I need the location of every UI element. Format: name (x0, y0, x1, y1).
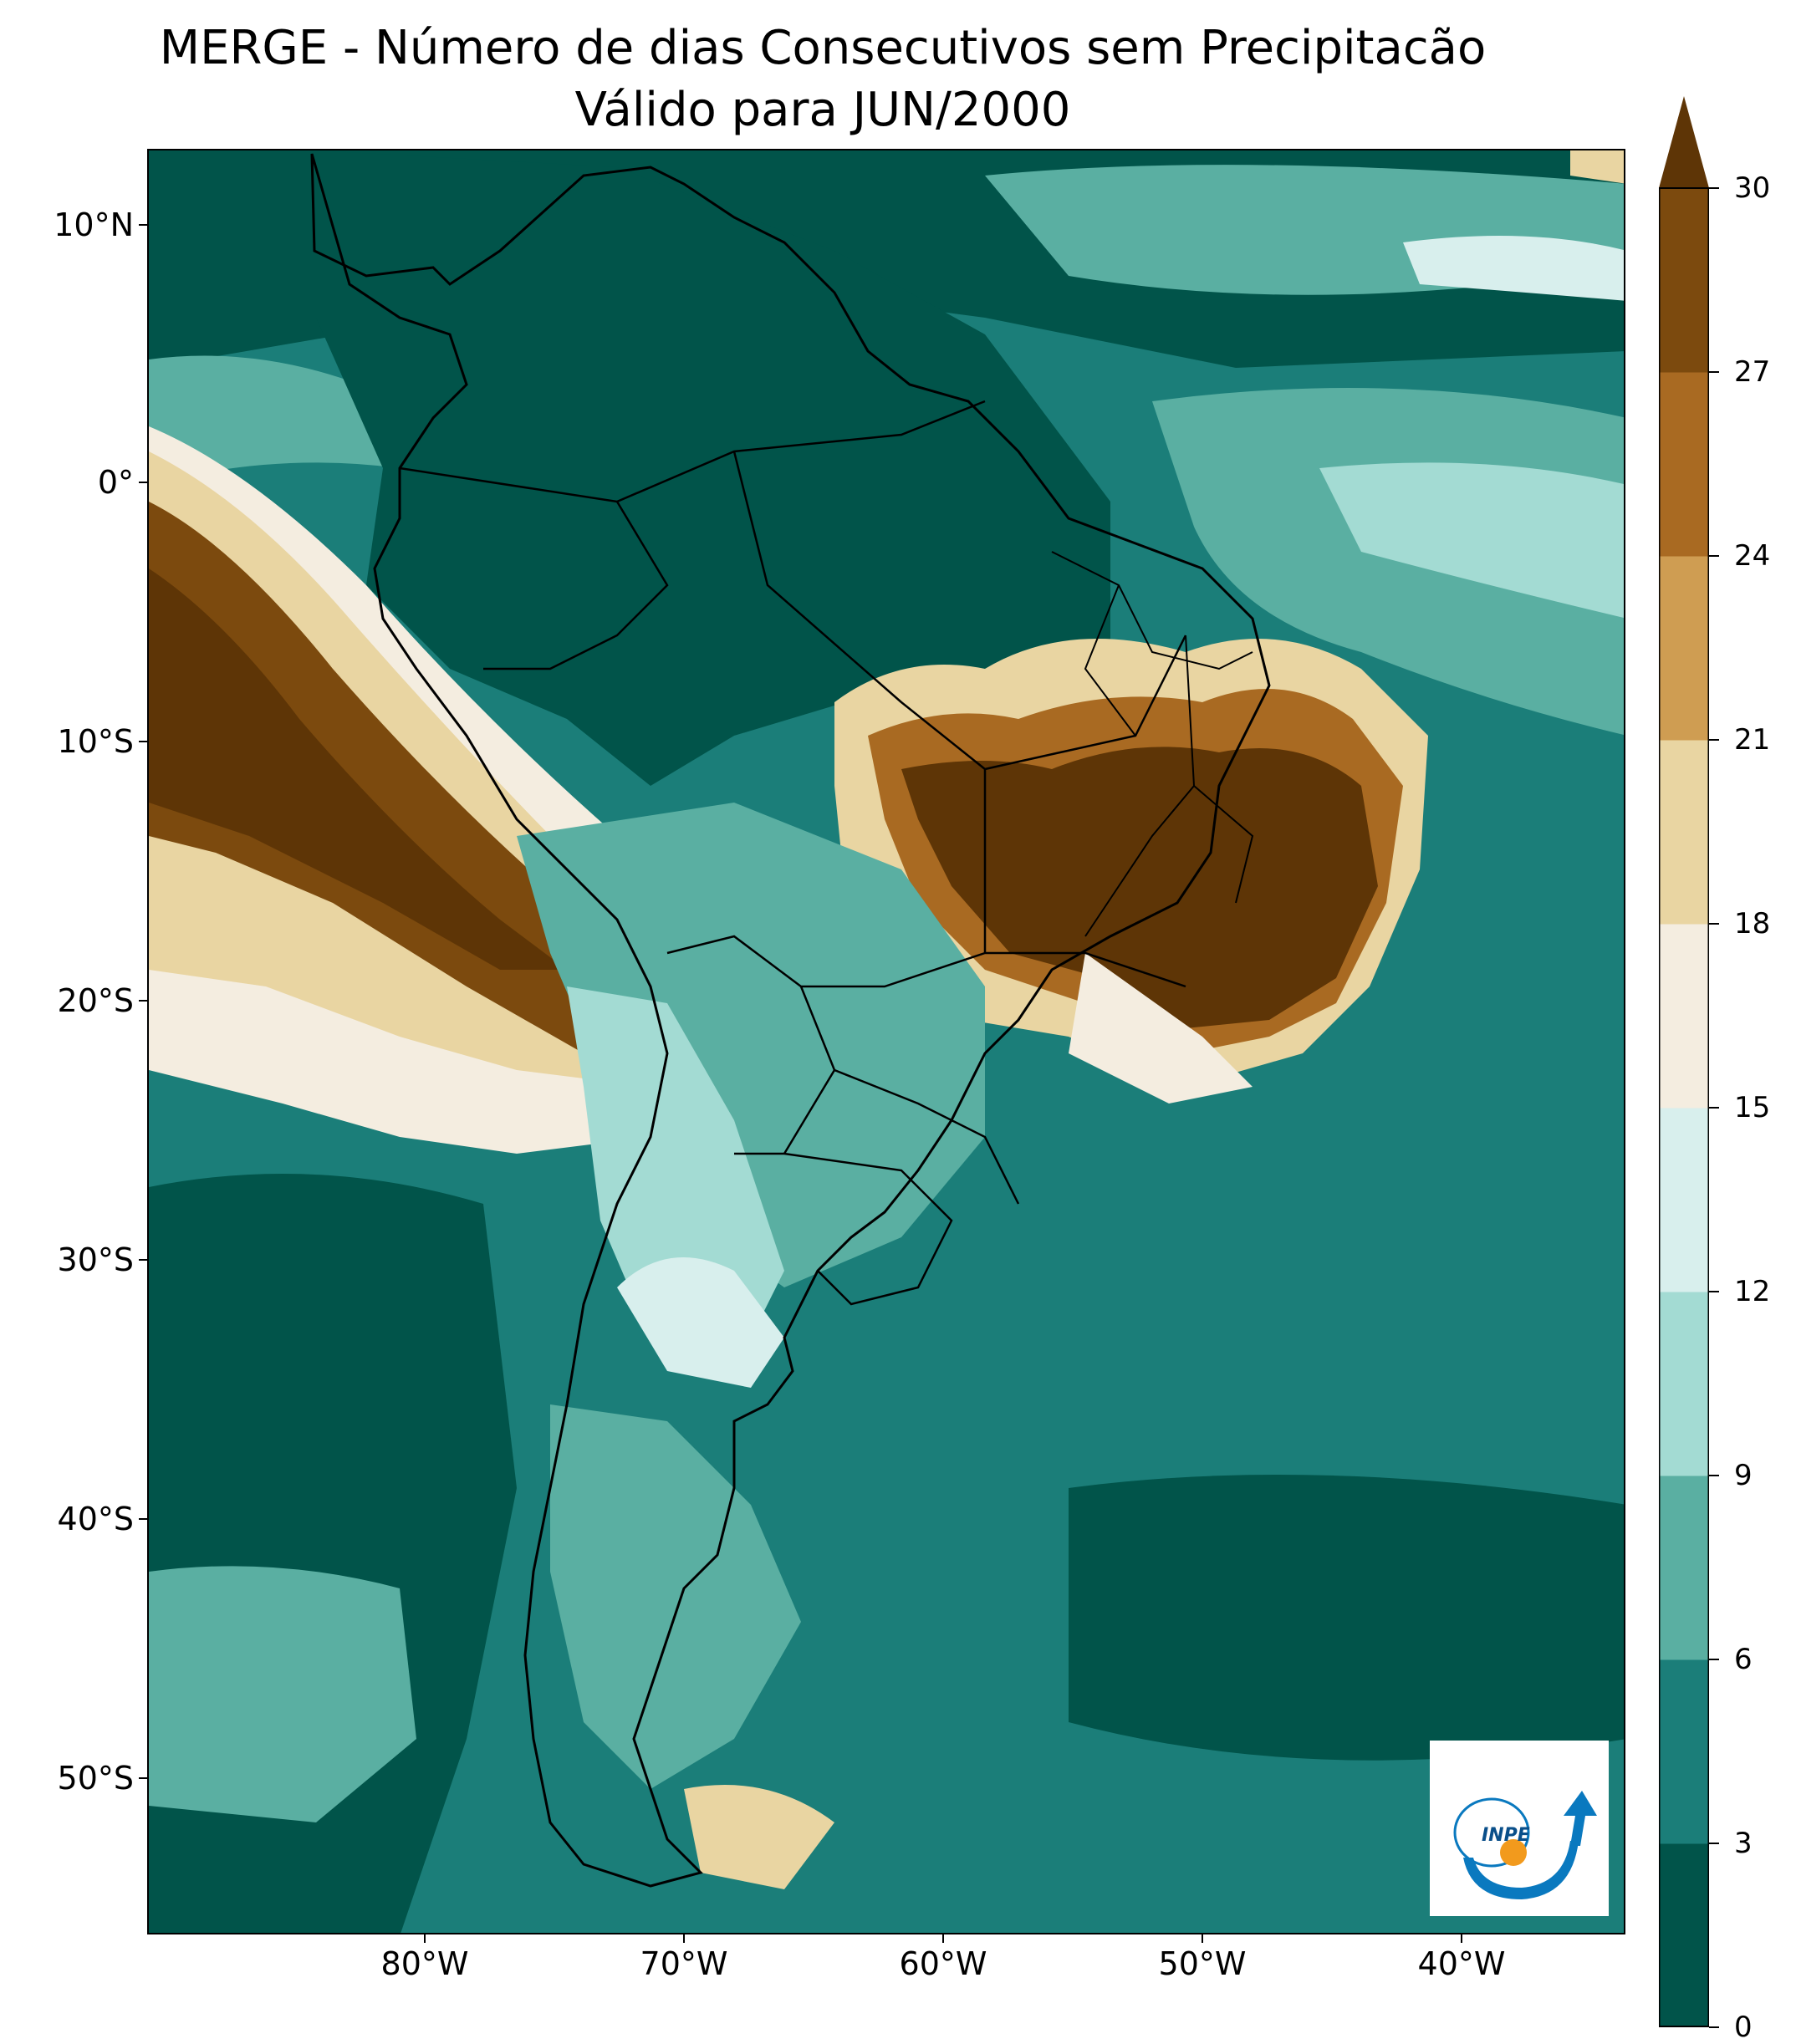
map-title-line1: MERGE - Número de dias Consecutivos sem … (159, 21, 1487, 75)
lat-tick (139, 1777, 147, 1779)
precipitation-map (149, 150, 1624, 1933)
state-borders (1051, 551, 1254, 937)
colorbar-tick-label: 9 (1734, 1459, 1753, 1492)
lat-label: 20°S (57, 982, 134, 1019)
lat-label: 50°S (57, 1760, 134, 1797)
lat-tick (139, 1259, 147, 1261)
colorbar-tick (1709, 555, 1719, 557)
logo-swoosh-icon (1463, 1841, 1579, 1899)
colorbar-tick-label: 3 (1734, 1827, 1753, 1860)
north-light-band (1403, 236, 1624, 301)
pacific-brown-band (149, 502, 651, 1053)
map-panel (147, 149, 1625, 1934)
lat-tick (139, 1518, 147, 1520)
colorbar-segment (1659, 1292, 1709, 1476)
lat-tick (139, 1000, 147, 1002)
logo-arrow-icon (1564, 1791, 1597, 1846)
north-corner-tan (1570, 150, 1624, 184)
colorbar-tick-label: 12 (1734, 1275, 1771, 1308)
logo-text: INPE (1482, 1825, 1530, 1846)
lon-tick (683, 1934, 685, 1943)
colorbar-tick-label: 21 (1734, 723, 1771, 757)
colorbar-tick (1709, 923, 1719, 925)
colorbar-segment (1659, 372, 1709, 557)
lon-label: 70°W (640, 1945, 728, 1982)
lat-label: 0° (97, 464, 134, 501)
colorbar-tick (1709, 371, 1719, 373)
colorbar-segment (1659, 1659, 1709, 1844)
inpe-logo: INPE (1430, 1741, 1609, 1916)
pampas-whitish-region (617, 1257, 784, 1388)
south-pacific-light-patch (149, 1566, 416, 1822)
lat-label: 10°S (57, 723, 134, 760)
colorbar-segment (1659, 1476, 1709, 1660)
south-atlantic-dark (1069, 1475, 1624, 1761)
southeast-cream-patch (1069, 953, 1253, 1104)
colorbar-tick (1709, 1659, 1719, 1660)
tierra-del-fuego-tan (684, 1785, 834, 1889)
colorbar-tick (1709, 2026, 1719, 2028)
lon-label: 60°W (899, 1945, 987, 1982)
colorbar-tick (1709, 1475, 1719, 1476)
colorbar-segment (1659, 1843, 1709, 2027)
colorbar (1659, 96, 1709, 2027)
colorbar-tick (1709, 187, 1719, 189)
colorbar-tick-label: 15 (1734, 1091, 1771, 1124)
colorbar-tick-label: 18 (1734, 907, 1771, 940)
central-brazil-dark-core (901, 747, 1378, 1028)
colorbar-tick (1709, 739, 1719, 741)
atlantic-pale-region (1319, 462, 1624, 619)
lon-tick (1202, 1934, 1203, 1943)
lon-tick (424, 1934, 426, 1943)
lat-tick (139, 482, 147, 483)
colorbar-tick-label: 24 (1734, 539, 1771, 573)
amazon-dark-region (316, 150, 1110, 786)
south-america-outline (310, 153, 1271, 1888)
colorbar-tick-label: 27 (1734, 355, 1771, 389)
colorbar-segment (1659, 924, 1709, 1109)
pacific-north-light (149, 355, 400, 485)
logo-orbit-icon (1453, 1797, 1530, 1868)
colorbar-tick-label: 0 (1734, 2011, 1753, 2044)
country-borders (310, 153, 1271, 1888)
pacific-dark-brown-core (149, 568, 567, 970)
lat-label: 30°S (57, 1241, 134, 1278)
colorbar-tick-label: 30 (1734, 171, 1771, 205)
lon-tick (942, 1934, 944, 1943)
colorbar-tick (1709, 1107, 1719, 1109)
internal-borders (399, 400, 1187, 1306)
colorbar-border (1659, 187, 1709, 2027)
lon-label: 40°W (1417, 1945, 1506, 1982)
colorbar-tick (1709, 1291, 1719, 1292)
colorbar-segment (1659, 188, 1709, 373)
colorbar-extend-arrow (1659, 96, 1709, 188)
lat-label: 10°N (54, 206, 134, 243)
colorbar-tick-label: 6 (1734, 1643, 1753, 1676)
map-title-line2: Válido para JUN/2000 (574, 83, 1071, 137)
lon-tick (1461, 1934, 1462, 1943)
logo-sun-icon (1500, 1839, 1527, 1866)
lat-label: 40°S (57, 1501, 134, 1537)
colorbar-segment (1659, 556, 1709, 741)
colorbar-tick (1709, 1843, 1719, 1844)
lon-label: 80°W (380, 1945, 469, 1982)
lat-tick (139, 224, 147, 226)
patagonia-light-region (550, 1404, 801, 1789)
colorbar-segment (1659, 1108, 1709, 1292)
lon-label: 50°W (1158, 1945, 1247, 1982)
colorbar-segment (1659, 740, 1709, 925)
lat-tick (139, 741, 147, 742)
